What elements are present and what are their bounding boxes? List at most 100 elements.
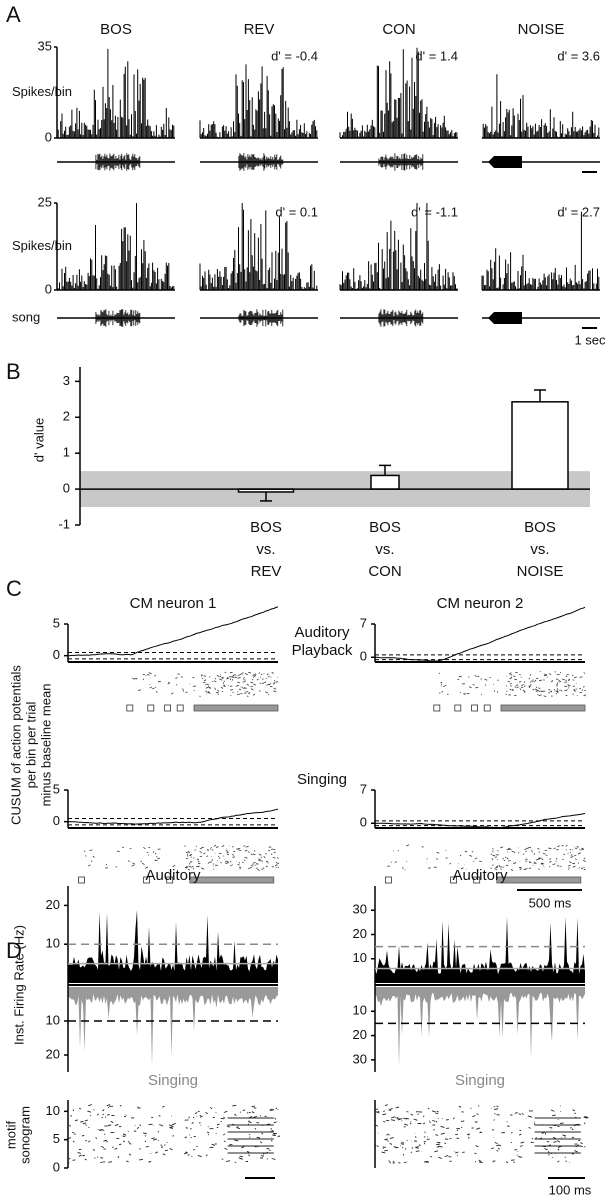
category-label: vs.	[256, 541, 275, 558]
dprime-label: d' = 2.7	[557, 204, 600, 219]
motif-bar	[496, 876, 582, 884]
y-tick-label: 5	[53, 615, 60, 630]
condition-label: Auditory	[294, 624, 350, 641]
panel-letter: B	[6, 359, 21, 384]
sonogram-label: motif	[3, 1121, 18, 1150]
y-axis-label: Spikes/bin	[12, 84, 72, 99]
category-label: REV	[251, 563, 282, 580]
category-label: BOS	[250, 519, 282, 536]
spike-histogram	[481, 74, 600, 138]
y-axis-label: per bin per trial	[23, 702, 38, 789]
spike-histogram	[339, 47, 458, 138]
y-tick-label: 3	[63, 373, 70, 388]
syllable-box	[147, 704, 155, 712]
y-tick-label: 10	[353, 1003, 367, 1018]
lower-label: Singing	[148, 1072, 198, 1089]
y-tick-label: 0	[360, 649, 367, 664]
y-tick-label: 10	[46, 936, 60, 951]
stimulus-title: NOISE	[518, 21, 565, 38]
noise-envelope	[488, 312, 522, 324]
syllable-box	[143, 876, 151, 884]
dprime-label: d' = 0.1	[275, 204, 318, 219]
category-label: vs.	[375, 541, 394, 558]
sonogram-label: sonogram	[17, 1106, 32, 1164]
motif-bar	[500, 704, 586, 712]
y-axis-label: Spikes/bin	[12, 238, 72, 253]
stimulus-title: BOS	[100, 21, 132, 38]
spike-histogram	[56, 203, 175, 290]
neuron-title: CM neuron 2	[437, 595, 524, 612]
auditory-rate	[68, 909, 278, 983]
y-tick-label: 30	[353, 1051, 367, 1066]
y-axis-label: d' value	[31, 418, 46, 462]
bar	[370, 474, 400, 490]
lower-label: Singing	[455, 1072, 505, 1089]
scale-bar-label: 100 ms	[549, 1182, 592, 1197]
y-tick-label: 1	[63, 445, 70, 460]
y-tick-label: 25	[38, 194, 52, 209]
y-tick-label: 0	[53, 1159, 60, 1174]
dprime-label: d' = 3.6	[557, 48, 600, 63]
y-tick-label: 20	[353, 926, 367, 941]
stimulus-title: REV	[244, 21, 275, 38]
y-tick-label: 0	[45, 129, 52, 144]
syllable-box	[385, 876, 392, 884]
spike-histogram	[56, 48, 175, 138]
upper-label: Auditory	[452, 867, 508, 884]
y-tick-label: 5	[53, 1131, 60, 1146]
y-tick-label: 7	[360, 781, 367, 796]
song-waveform	[95, 309, 141, 327]
panel-letter: C	[6, 576, 22, 601]
spike-histogram	[339, 203, 458, 290]
spike-histogram	[199, 203, 318, 290]
y-tick-label: 5	[53, 781, 60, 796]
category-label: CON	[368, 563, 401, 580]
condition-label: Playback	[292, 642, 353, 659]
y-tick-label: 10	[46, 1012, 60, 1027]
neuron-title: CM neuron 1	[130, 595, 217, 612]
syllable-box	[166, 876, 174, 884]
y-tick-label: 10	[353, 950, 367, 965]
category-label: BOS	[524, 519, 556, 536]
song-waveform	[238, 309, 284, 327]
y-tick-label: 2	[63, 409, 70, 424]
y-tick-label: 20	[46, 897, 60, 912]
y-tick-label: 0	[53, 647, 60, 662]
cusum-trace	[67, 808, 279, 825]
stimulus-label: song	[12, 309, 40, 324]
y-axis-label: minus baseline mean	[38, 684, 53, 807]
syllable-box	[176, 704, 184, 712]
syllable-box	[164, 704, 172, 712]
syllable-box	[483, 704, 491, 712]
condition-label: Singing	[297, 771, 347, 788]
y-tick-label: 0	[63, 481, 70, 496]
y-tick-label: 20	[353, 1027, 367, 1042]
y-tick-label: 35	[38, 38, 52, 53]
category-label: vs.	[530, 541, 549, 558]
sonogram	[387, 844, 586, 872]
motif-bar	[193, 704, 279, 712]
y-tick-label: 7	[360, 615, 367, 630]
singing-rate	[68, 987, 278, 1067]
syllable-box	[126, 704, 134, 712]
y-tick-label: 30	[353, 902, 367, 917]
auditory-rate	[375, 916, 585, 983]
panel-letter: A	[6, 2, 21, 27]
syllable-box	[454, 704, 462, 712]
cusum-trace	[67, 606, 279, 657]
sonogram	[438, 670, 586, 697]
dprime-label: d' = -1.1	[411, 204, 458, 219]
song-waveform	[378, 153, 424, 171]
sonogram	[84, 844, 280, 871]
y-tick-label: 0	[360, 815, 367, 830]
category-label: BOS	[369, 519, 401, 536]
noise-envelope	[488, 156, 522, 168]
syllable-box	[450, 876, 458, 884]
panel-letter: D	[6, 938, 22, 963]
stimulus-title: CON	[382, 21, 415, 38]
y-axis-label: CUSUM of action potentials	[8, 665, 23, 825]
sonogram	[375, 1104, 589, 1164]
sonogram	[132, 671, 279, 698]
singing-rate	[375, 987, 585, 1068]
